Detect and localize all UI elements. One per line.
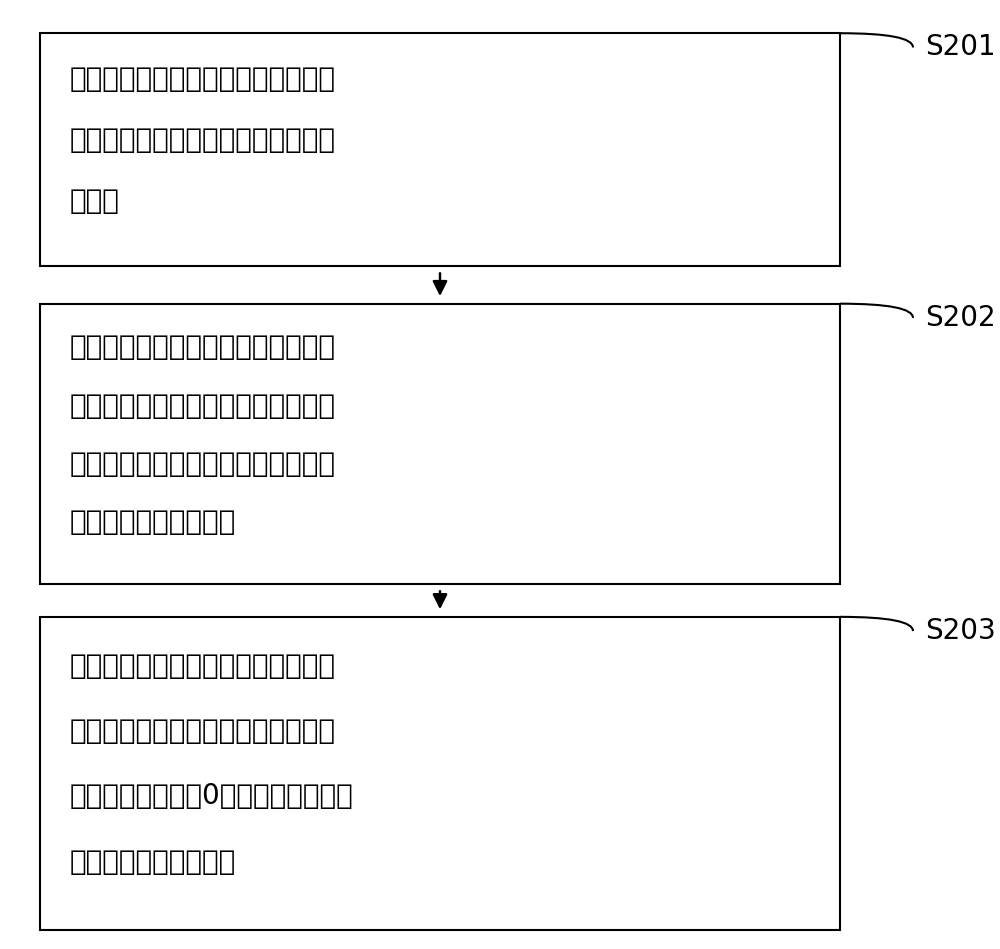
Text: S201: S201: [925, 33, 996, 62]
Text: S202: S202: [925, 304, 996, 332]
Text: 将晶圆按照预设上升方式升至预设目: 将晶圆按照预设上升方式升至预设目: [70, 652, 336, 679]
Bar: [40, 304, 840, 584]
Text: 以将置于承载基座上的晶圆进行初次: 以将置于承载基座上的晶圆进行初次: [70, 126, 336, 155]
Text: 高度大于预设中间高度: 高度大于预设中间高度: [70, 847, 236, 876]
Text: 标高度，同时使第二射频功率按照预: 标高度，同时使第二射频功率按照预: [70, 717, 336, 745]
Text: 于第一射频功率的频率: 于第一射频功率的频率: [70, 509, 236, 536]
Text: 将晶圆升至预设中间高度，并将射频: 将晶圆升至预设中间高度，并将射频: [70, 333, 336, 362]
Bar: [40, 617, 840, 930]
Text: 功率，其中，第二射频功率的频率大: 功率，其中，第二射频功率的频率大: [70, 450, 336, 478]
Text: S203: S203: [925, 617, 996, 645]
Text: 采用第一射频功率激发非活性气体，: 采用第一射频功率激发非活性气体，: [70, 65, 336, 93]
Text: 除静电: 除静电: [70, 188, 120, 215]
Text: 功率由第一射频功率切换至第二射频: 功率由第一射频功率切换至第二射频: [70, 392, 336, 419]
Text: 设减小方式减小至0，其中，预设目标: 设减小方式减小至0，其中，预设目标: [70, 782, 354, 810]
Bar: [40, 33, 840, 266]
